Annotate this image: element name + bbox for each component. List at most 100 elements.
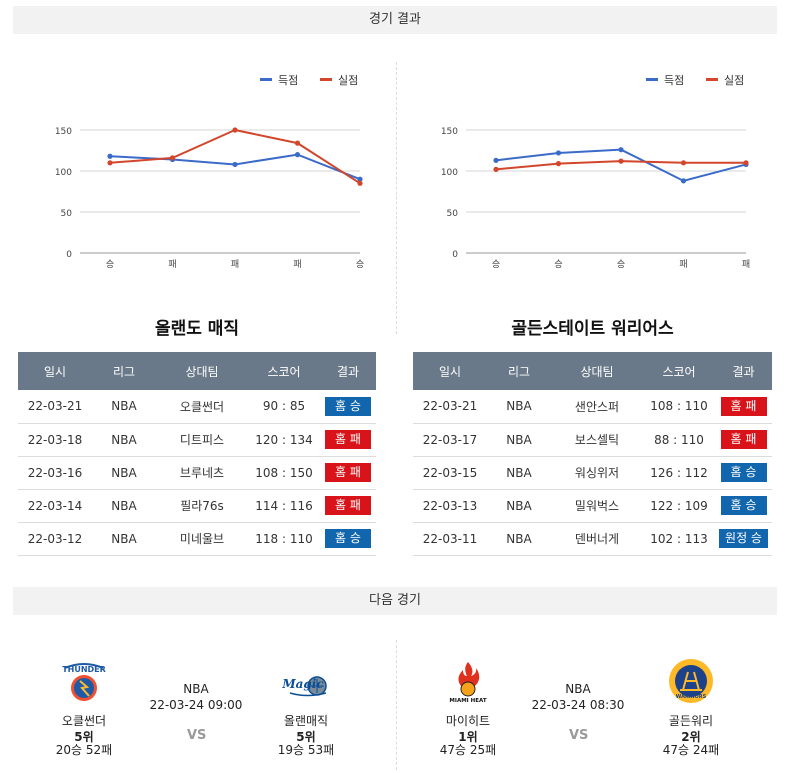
x-tick-label: 승 — [492, 259, 500, 270]
result-badge: 홈 승 — [720, 463, 767, 482]
table-row: 22-03-21 NBA 샌안스퍼 108 : 110 홈 패 — [413, 390, 772, 424]
game-opponent: 디트피스 — [156, 423, 248, 457]
heat-logo-icon: MIAMI HEAT — [449, 662, 487, 704]
orlando-trend-chart: 0 50 100 150 승 패 패 패 승 득점 실점 — [14, 60, 394, 290]
x-tick-label: 패 — [293, 259, 301, 270]
x-tick-label: 패 — [168, 259, 176, 270]
next-games-section-title: 다음 경기 — [13, 587, 777, 615]
next-game-2-home-name: 마이히트 — [445, 714, 491, 728]
golden-state-trend-chart: 0 50 100 150 승 승 승 패 패 득점 실점 — [400, 60, 780, 290]
game-score: 114 : 116 — [248, 489, 320, 523]
game-date: 22-03-21 — [18, 390, 92, 424]
next-game-2-home-record: 47승 25패 — [439, 743, 497, 757]
warriors-logo-icon: WARRIORS — [669, 659, 713, 703]
legend-swatch — [706, 78, 718, 81]
data-point — [493, 166, 499, 172]
data-point — [493, 157, 499, 163]
table-row: 22-03-15 NBA 워싱위저 126 : 112 홈 승 — [413, 456, 772, 490]
next-game-2-away-name: 골든워리 — [668, 714, 714, 728]
next-game-1-vs: VS — [187, 728, 207, 743]
table-row: 22-03-16 NBA 브루네츠 108 : 150 홈 패 — [18, 456, 376, 490]
game-league: NBA — [92, 390, 156, 424]
data-point — [294, 140, 301, 146]
next-game-1-home-record: 20승 52패 — [55, 743, 113, 757]
next-game-1-away-record: 19승 53패 — [277, 743, 335, 757]
next-game-1-home-rank: 5위 — [74, 730, 94, 744]
game-result-cell: 홈 승 — [320, 390, 376, 424]
game-score: 126 : 112 — [643, 456, 715, 490]
magic-logo-icon: Magic — [282, 676, 327, 697]
warriors-logo-wordmark: WARRIORS — [676, 694, 707, 700]
legend-label: 실점 — [724, 74, 744, 87]
game-score: 88 : 110 — [643, 423, 715, 457]
data-point — [107, 160, 113, 166]
next-game-2-league: NBA — [565, 682, 591, 696]
game-opponent: 샌안스퍼 — [551, 390, 643, 424]
data-point — [555, 161, 562, 167]
game-opponent: 덴버너게 — [551, 522, 643, 556]
y-tick-label: 0 — [452, 250, 458, 260]
data-point — [555, 150, 562, 156]
game-opponent: 미네울브 — [156, 522, 248, 556]
game-opponent: 워싱위저 — [551, 456, 643, 490]
game-score: 120 : 134 — [248, 423, 320, 457]
y-tick-label: 50 — [447, 209, 459, 219]
x-tick-label: 승 — [617, 259, 625, 270]
game-result-cell: 홈 승 — [715, 489, 772, 523]
game-opponent: 브루네츠 — [156, 456, 248, 490]
game-result-cell: 원정 승 — [715, 522, 772, 556]
team-title-orlando: 올랜도 매직 — [154, 319, 240, 339]
team-title-golden-state: 골든스테이트 워리어스 — [511, 319, 674, 339]
game-league: NBA — [92, 489, 156, 523]
thunder-logo-icon: THUNDER — [62, 663, 106, 701]
result-badge: 홈 승 — [720, 496, 767, 515]
y-tick-label: 100 — [55, 168, 72, 178]
x-tick-label: 패 — [679, 259, 687, 270]
game-result-cell: 홈 패 — [320, 489, 376, 523]
game-opponent: 보스셀틱 — [551, 423, 643, 457]
data-point — [743, 160, 749, 166]
game-result-cell: 홈 승 — [715, 456, 772, 490]
legend-swatch — [320, 78, 332, 81]
game-league: NBA — [92, 456, 156, 490]
result-badge: 홈 승 — [325, 529, 371, 548]
game-league: NBA — [92, 423, 156, 457]
game-result-cell: 홈 패 — [715, 390, 772, 424]
game-score: 118 : 110 — [248, 522, 320, 556]
table-row: 22-03-13 NBA 밀워벅스 122 : 109 홈 승 — [413, 489, 772, 523]
results-section-title: 경기 결과 — [13, 6, 777, 34]
game-league: NBA — [487, 456, 551, 490]
table-row: 22-03-17 NBA 보스셀틱 88 : 110 홈 패 — [413, 423, 772, 457]
game-result-cell: 홈 패 — [320, 423, 376, 457]
data-point — [618, 158, 624, 164]
x-tick-label: 승 — [356, 259, 364, 270]
game-league: NBA — [487, 489, 551, 523]
results-divider — [396, 62, 397, 334]
game-opponent: 밀워벅스 — [551, 489, 643, 523]
game-league: NBA — [487, 423, 551, 457]
game-result-cell: 홈 패 — [320, 456, 376, 490]
data-point — [618, 147, 624, 153]
game-opponent: 필라76s — [156, 489, 248, 523]
result-badge: 홈 패 — [720, 430, 767, 449]
y-tick-label: 50 — [61, 209, 73, 219]
chart-svg: 0 50 100 150 승 패 패 패 승 득점 실점 — [55, 74, 364, 270]
x-tick-label: 패 — [231, 259, 239, 270]
result-badge: 원정 승 — [719, 529, 768, 548]
game-date: 22-03-11 — [413, 522, 487, 556]
next-games-divider — [396, 640, 397, 770]
game-league: NBA — [92, 522, 156, 556]
table-row: 22-03-18 NBA 디트피스 120 : 134 홈 패 — [18, 423, 376, 457]
table-row: 22-03-11 NBA 덴버너게 102 : 113 원정 승 — [413, 522, 772, 556]
table-header-cell: 결과 — [320, 352, 376, 390]
table-header-cell: 상대팀 — [156, 352, 248, 390]
x-tick-label: 승 — [554, 259, 562, 270]
next-game-2-away-rank: 2위 — [681, 730, 701, 744]
table-header-cell: 일시 — [18, 352, 92, 390]
y-tick-label: 150 — [441, 127, 458, 137]
magic-logo-wordmark: Magic — [282, 677, 324, 691]
legend-label: 실점 — [338, 74, 358, 87]
next-game-1-datetime: 22-03-24 09:00 — [149, 698, 243, 712]
table-header-cell: 리그 — [92, 352, 156, 390]
next-game-1-away-rank: 5위 — [296, 730, 316, 744]
